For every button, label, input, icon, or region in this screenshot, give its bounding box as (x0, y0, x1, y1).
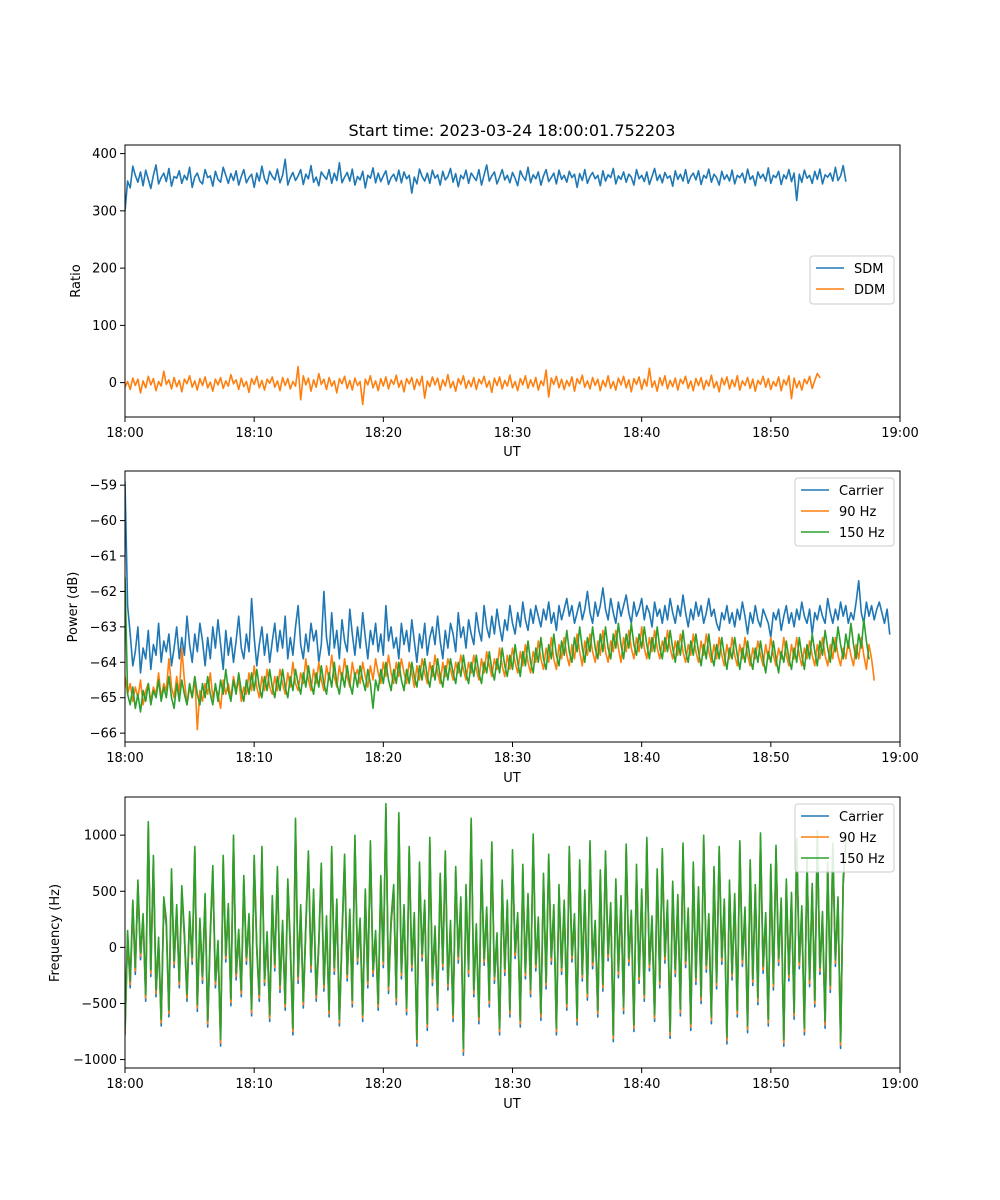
power-y-tick-label: −63 (90, 620, 117, 635)
frequency-legend-label-carrier: Carrier (839, 810, 884, 825)
ratio-x-axis: 18:00 18:10 18:20 18:30 18:40 18:50 19:00 (106, 417, 919, 441)
power-legend-box (794, 477, 895, 547)
power-legend-label-150-hz: 150 Hz (839, 526, 885, 541)
power-y-tick-label: −61 (90, 550, 117, 565)
frequency-y-tick-label: 500 (92, 885, 117, 900)
power-x-tick-label: 18:00 (106, 751, 143, 766)
frequency-x-axis-label: UT (503, 1097, 521, 1112)
frequency-x-tick-label: 18:00 (106, 1077, 143, 1092)
frequency-y-tick-label: 0 (109, 941, 117, 956)
ratio-series-layer (125, 158, 847, 406)
power-x-tick-label: 18:30 (494, 751, 531, 766)
ratio-legend: SDM DDM (809, 255, 895, 305)
frequency-panel: 18:00 18:10 18:20 18:30 18:40 18:50 19:00 −100… (48, 796, 919, 1112)
frequency-series-layer (125, 802, 847, 1056)
frequency-x-tick-label: 18:10 (235, 1077, 272, 1092)
power-y-tick-label: −66 (90, 727, 117, 742)
ratio-x-tick-label: 18:30 (494, 426, 531, 441)
frequency-legend-label-90-hz: 90 Hz (839, 831, 876, 846)
ratio-x-tick-label: 18:20 (365, 426, 402, 441)
frequency-x-tick-label: 18:40 (623, 1077, 660, 1092)
ratio-y-tick-label: 300 (92, 204, 117, 219)
power-x-tick-label: 18:40 (623, 751, 660, 766)
frequency-x-tick-label: 18:30 (494, 1077, 531, 1092)
frequency-y-tick-label: −1000 (73, 1053, 117, 1068)
power-series-carrier-line (125, 480, 891, 674)
power-x-tick-label: 18:20 (365, 751, 402, 766)
power-y-axis-label: Power (dB) (66, 572, 81, 643)
ratio-y-tick-label: 100 (92, 319, 117, 334)
power-y-tick-label: −60 (90, 514, 117, 529)
power-x-axis: 18:00 18:10 18:20 18:30 18:40 18:50 19:00 (106, 742, 919, 766)
frequency-y-axis-label: Frequency (Hz) (48, 884, 63, 982)
frequency-legend: Carrier 90 Hz 150 Hz (794, 803, 895, 873)
ratio-y-tick-label: 200 (92, 262, 117, 277)
ratio-y-axis-label: Ratio (69, 264, 84, 297)
power-series-layer (125, 480, 891, 731)
ratio-x-tick-label: 18:50 (752, 426, 789, 441)
ratio-y-tick-label: 400 (92, 147, 117, 162)
ratio-legend-label-ddm: DDM (854, 283, 885, 298)
frequency-x-axis: 18:00 18:10 18:20 18:30 18:40 18:50 19:00 (106, 1068, 919, 1092)
frequency-legend-box (794, 803, 895, 873)
frequency-x-tick-label: 18:50 (752, 1077, 789, 1092)
power-series-150-hz-line (125, 576, 870, 713)
ratio-y-tick-label: 0 (109, 376, 117, 391)
power-y-tick-label: −64 (90, 656, 117, 671)
frequency-x-tick-label: 18:20 (365, 1077, 402, 1092)
power-y-tick-label: −65 (90, 691, 117, 706)
power-x-tick-label: 19:00 (881, 751, 918, 766)
frequency-y-tick-label: 1000 (84, 829, 117, 844)
ratio-x-axis-label: UT (503, 445, 521, 460)
power-series-90-hz-line (125, 626, 875, 731)
frequency-y-axis: −1000 −500 0 500 1000 (73, 829, 125, 1068)
power-x-tick-label: 18:50 (752, 751, 789, 766)
ratio-legend-label-sdm: SDM (854, 262, 883, 277)
ratio-series-sdm-line (125, 158, 847, 212)
power-x-tick-label: 18:10 (235, 751, 272, 766)
power-legend-label-90-hz: 90 Hz (839, 505, 876, 520)
ratio-series-ddm-line (125, 365, 821, 406)
ratio-y-axis: 0 100 200 300 400 (92, 147, 125, 391)
chart-title: Start time: 2023-03-24 18:00:01.752203 (349, 121, 676, 140)
ratio-panel: Start time: 2023-03-24 18:00:01.752203 1… (69, 121, 919, 460)
frequency-y-tick-label: −500 (81, 997, 117, 1012)
power-legend: Carrier 90 Hz 150 Hz (794, 477, 895, 547)
power-y-tick-label: −59 (90, 479, 117, 494)
power-x-axis-label: UT (503, 771, 521, 786)
power-y-tick-label: −62 (90, 585, 117, 600)
ratio-x-tick-label: 18:40 (623, 426, 660, 441)
frequency-series-150-hz-line (125, 802, 847, 1050)
power-legend-label-carrier: Carrier (839, 484, 884, 499)
ratio-x-tick-label: 18:00 (106, 426, 143, 441)
ratio-x-tick-label: 18:10 (235, 426, 272, 441)
ratio-x-tick-label: 19:00 (881, 426, 918, 441)
power-panel: 18:00 18:10 18:20 18:30 18:40 18:50 19:00 −66−… (66, 470, 919, 786)
frequency-legend-label-150-hz: 150 Hz (839, 852, 885, 867)
power-y-axis: −66 −65 −64 −63 −62 −61 −60 −59 (90, 479, 125, 742)
frequency-x-tick-label: 19:00 (881, 1077, 918, 1092)
